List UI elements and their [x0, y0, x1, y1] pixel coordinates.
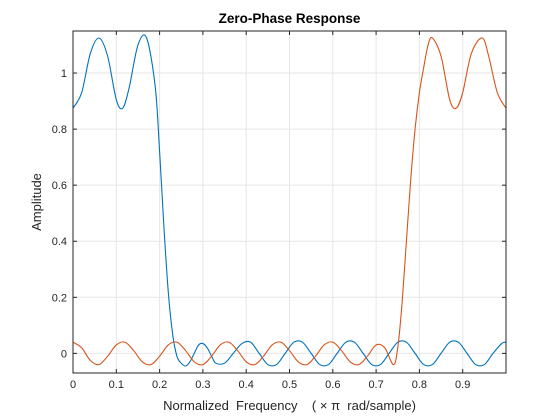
ticks: 0 0.1 0.2 0.3 0.4 0.5 0.6 0.7 0.8 0.9 0 0.2 0.4 0.6 0.…	[52, 31, 506, 391]
x-tick-label-4: 0.4	[239, 379, 254, 391]
grid	[72, 31, 506, 373]
chart-title: Zero-Phase Response	[219, 11, 361, 26]
x-axis-label: Normalized Frequency ( × π rad/sample)	[163, 398, 416, 413]
y-tick-label-3: 0.6	[52, 180, 67, 192]
y-tick-label-2: 0.4	[52, 236, 67, 248]
y-tick-label-1: 0.2	[52, 292, 67, 304]
y-tick-label-0: 0	[61, 348, 67, 360]
x-tick-label-1: 0.1	[109, 379, 124, 391]
y-tick-label-4: 0.8	[52, 124, 67, 136]
x-tick-label-6: 0.6	[325, 379, 340, 391]
x-tick-label-0: 0	[70, 379, 76, 391]
x-tick-label-5: 0.5	[282, 379, 297, 391]
y-tick-label-5: 1	[61, 68, 67, 80]
series-line-2	[73, 37, 506, 366]
x-tick-label-7: 0.7	[368, 379, 383, 391]
x-tick-label-2: 0.2	[152, 379, 167, 391]
x-tick-label-9: 0.9	[455, 379, 470, 391]
series-layer	[73, 34, 506, 367]
x-tick-label-3: 0.3	[195, 379, 210, 391]
series-line-1	[73, 34, 506, 367]
x-tick-label-8: 0.8	[412, 379, 427, 391]
y-axis-label: Amplitude	[29, 173, 44, 231]
